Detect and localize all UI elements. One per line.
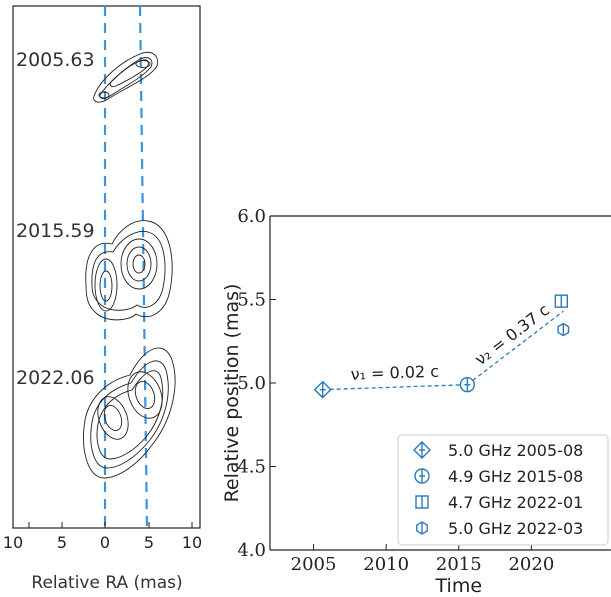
y-axis-label: Relative position (mas) <box>221 284 243 503</box>
left-xtick-label: 5 <box>144 533 154 552</box>
left-xaxis-ticks <box>28 522 193 528</box>
legend-marker-hexagon <box>416 521 428 535</box>
fit-line <box>322 384 468 391</box>
left-xtick-label: 10 <box>182 533 202 552</box>
legend-entry-label: 5.0 GHz 2005-08 <box>448 441 583 460</box>
vlbi-image-panel: 2005.63 2015.59 2022.06 <box>3 5 202 593</box>
legend-marker-square <box>415 495 429 509</box>
legend-marker-circle <box>414 468 430 484</box>
velocity-label: ν₁ = 0.02 c <box>350 362 439 384</box>
left-panel-frame <box>12 5 201 529</box>
contour-map-2022 <box>83 347 176 479</box>
contour-map-2005 <box>93 51 159 103</box>
epoch-label-2005: 2005.63 <box>16 49 95 71</box>
data-point-diamond <box>313 380 332 399</box>
x-tick-label: 2015 <box>436 554 482 575</box>
data-point-circle <box>459 376 476 393</box>
x-tick-label: 2010 <box>363 554 409 575</box>
chart-axes: 4.0 4.5 5.0 5.5 6.0 2005 2010 2015 2020 <box>237 206 611 575</box>
y-tick-label: 6.0 <box>237 206 266 227</box>
left-xaxis-label: Relative RA (mas) <box>31 573 182 593</box>
x-tick-label: 2020 <box>508 554 554 575</box>
legend-entry-label: 5.0 GHz 2022-03 <box>448 519 583 538</box>
epoch-label-2022: 2022.06 <box>16 367 95 389</box>
fit-line <box>466 310 564 386</box>
x-axis-label: Time <box>435 575 483 597</box>
fit-lines: ν₁ = 0.02 c ν₂ = 0.37 c <box>322 300 564 391</box>
left-ref-line-2 <box>138 5 149 529</box>
y-tick-label: 5.5 <box>237 290 266 311</box>
legend: 5.0 GHz 2005-08 4.9 GHz 2015-08 4.7 GHz 20… <box>397 434 609 546</box>
epoch-label-2015: 2015.59 <box>16 220 95 242</box>
x-tick-label: 2005 <box>291 554 337 575</box>
data-markers <box>313 294 570 399</box>
legend-marker-diamond <box>413 441 431 459</box>
y-tick-label: 4.5 <box>237 457 266 478</box>
legend-entry-label: 4.9 GHz 2015-08 <box>448 467 583 486</box>
left-xtick-label: 10 <box>3 533 23 552</box>
y-tick-label: 4.0 <box>237 540 266 561</box>
data-point-hexagon <box>557 322 570 337</box>
legend-entry-label: 4.7 GHz 2022-01 <box>448 493 583 512</box>
data-point-square <box>554 294 569 308</box>
left-xtick-label: 5 <box>57 533 67 552</box>
contour-map-2015 <box>85 220 173 321</box>
left-xtick-label: 0 <box>100 533 110 552</box>
y-tick-label: 5.0 <box>237 373 266 394</box>
velocity-label: ν₂ = 0.37 c <box>471 300 553 369</box>
legend-box <box>397 434 609 546</box>
position-time-chart: 4.0 4.5 5.0 5.5 6.0 2005 2010 2015 2020 ν₁ = 0.0… <box>221 206 611 597</box>
